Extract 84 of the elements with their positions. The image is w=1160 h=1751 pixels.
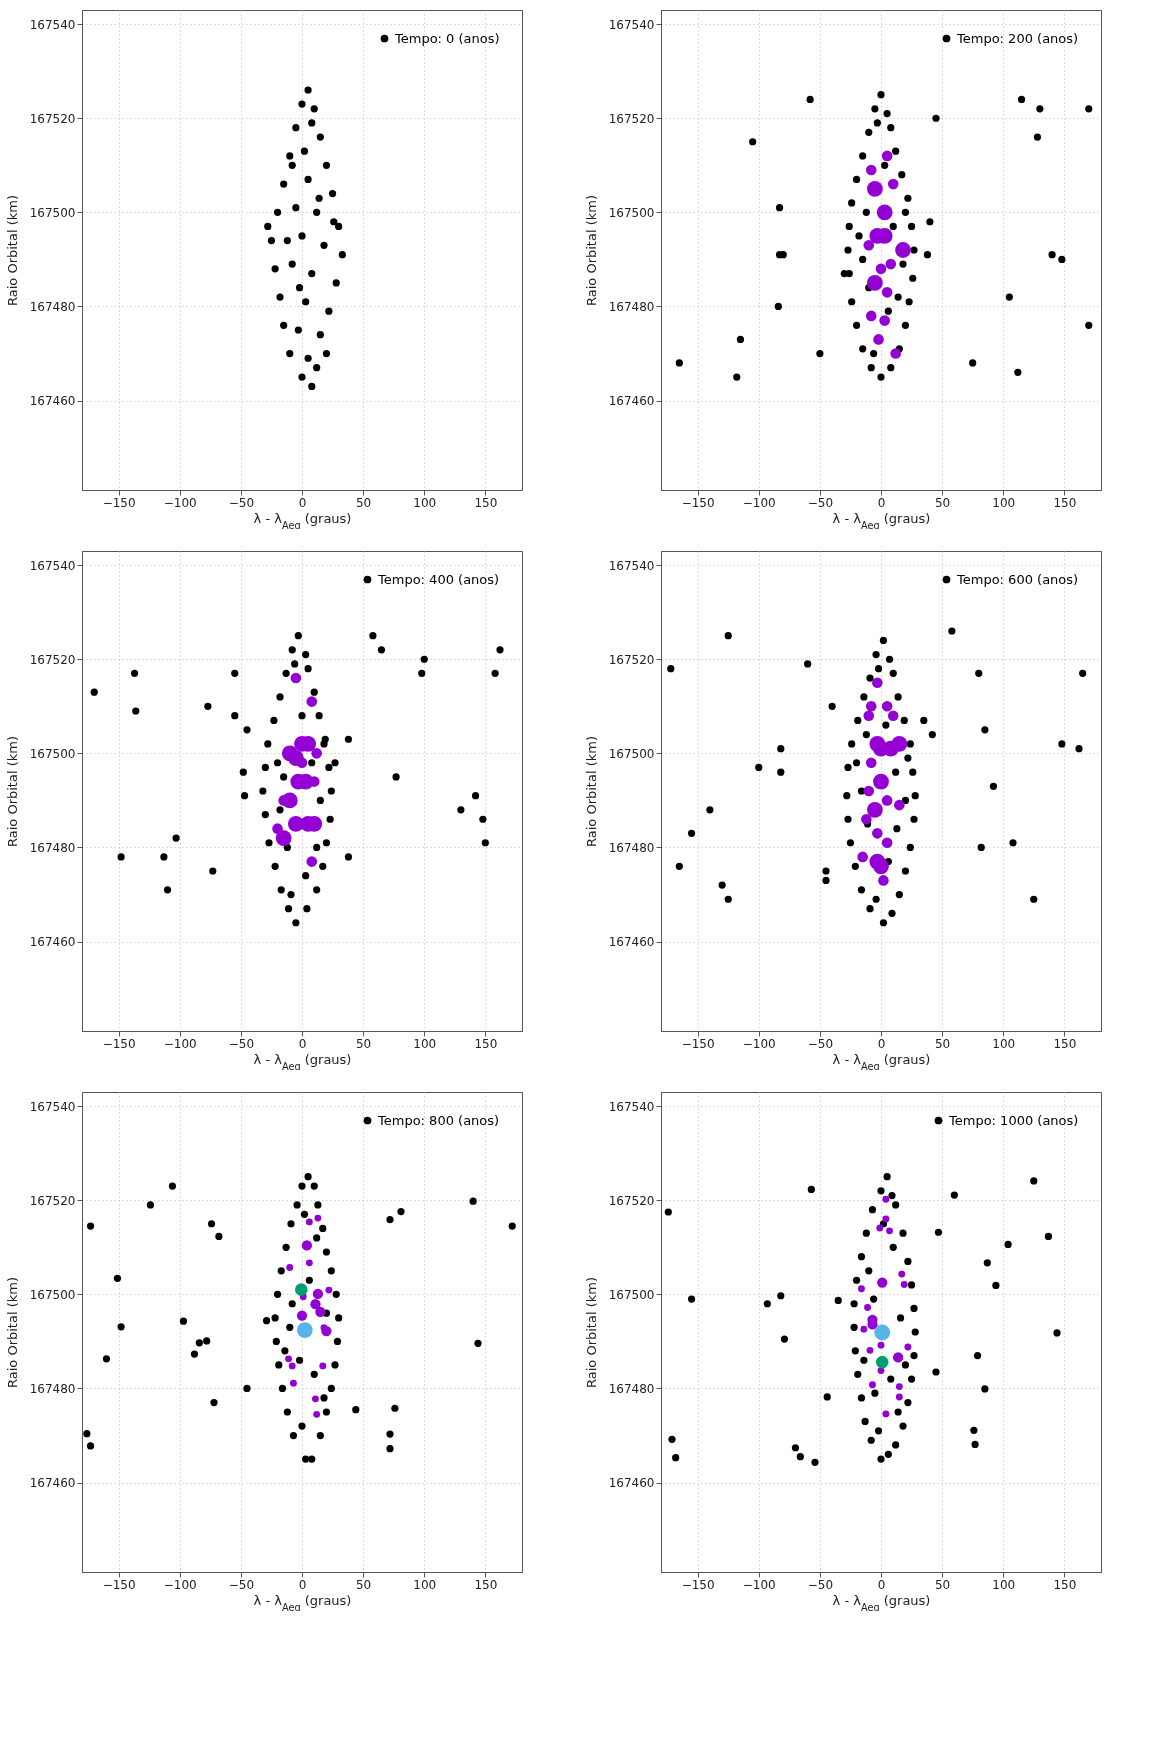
x-tick-label: 0: [298, 1577, 307, 1592]
y-tick-label: 167460: [29, 1476, 76, 1491]
y-tick-label: 167520: [29, 1193, 76, 1208]
x-tick-label: 150: [1053, 495, 1077, 510]
x-tick-label: −150: [102, 495, 136, 510]
y-tick-label: 167540: [29, 17, 76, 32]
y-tick-label: 167460: [29, 935, 76, 950]
x-tick-label: −100: [163, 1577, 197, 1592]
x-tick-label: −100: [742, 495, 776, 510]
x-tick-label: −50: [228, 1577, 255, 1592]
y-tick-label: 167540: [29, 1099, 76, 1114]
x-tick-label: 150: [474, 1577, 498, 1592]
x-tick-label: −50: [807, 1036, 834, 1051]
y-tick-label: 167460: [608, 394, 655, 409]
y-tick-label: 167500: [29, 1287, 76, 1302]
y-tick-label: 167520: [608, 111, 655, 126]
legend-label: Tempo: 400 (anos): [377, 571, 500, 587]
x-tick-label: 50: [934, 495, 951, 510]
y-tick-label: 167540: [608, 17, 655, 32]
y-axis-title: Raio Orbital (km): [4, 195, 20, 306]
y-axis-title: Raio Orbital (km): [4, 1277, 20, 1388]
x-tick-label: −50: [228, 1036, 255, 1051]
y-axis-title: Raio Orbital (km): [4, 736, 20, 847]
x-tick-label: 50: [355, 1036, 372, 1051]
y-tick-label: 167460: [608, 935, 655, 950]
x-tick-label: −50: [807, 1577, 834, 1592]
x-tick-label: 100: [413, 495, 437, 510]
x-tick-label: −150: [102, 1036, 136, 1051]
y-tick-label: 167500: [29, 205, 76, 220]
x-tick-label: 150: [474, 1036, 498, 1051]
legend-label: Tempo: 800 (anos): [377, 1112, 500, 1128]
x-tick-label: 150: [1053, 1036, 1077, 1051]
y-axis-title: Raio Orbital (km): [583, 1277, 599, 1388]
x-tick-label: 50: [934, 1577, 951, 1592]
y-tick-label: 167480: [29, 1381, 76, 1396]
x-tick-label: 50: [355, 495, 372, 510]
legend-label: Tempo: 1000 (anos): [948, 1112, 1079, 1128]
y-tick-label: 167520: [29, 111, 76, 126]
x-tick-label: 50: [355, 1577, 372, 1592]
x-tick-label: −150: [102, 1577, 136, 1592]
x-tick-label: 100: [992, 1036, 1016, 1051]
y-tick-label: 167500: [29, 746, 76, 761]
x-tick-label: 0: [298, 495, 307, 510]
x-tick-label: −150: [681, 1036, 715, 1051]
x-tick-label: −100: [163, 495, 197, 510]
x-tick-label: 0: [877, 1036, 886, 1051]
legend-label: Tempo: 600 (anos): [956, 571, 1079, 587]
y-tick-label: 167520: [608, 652, 655, 667]
y-tick-label: 167480: [608, 1381, 655, 1396]
legend-label: Tempo: 200 (anos): [956, 30, 1079, 46]
x-tick-label: 100: [413, 1577, 437, 1592]
x-tick-label: 0: [298, 1036, 307, 1051]
x-tick-label: 100: [992, 1577, 1016, 1592]
x-tick-label: 0: [877, 495, 886, 510]
legend-label: Tempo: 0 (anos): [394, 30, 500, 46]
y-axis-title: Raio Orbital (km): [583, 195, 599, 306]
y-tick-label: 167480: [608, 299, 655, 314]
y-tick-label: 167540: [608, 558, 655, 573]
y-tick-label: 167480: [608, 840, 655, 855]
y-tick-label: 167500: [608, 746, 655, 761]
x-tick-label: −50: [228, 495, 255, 510]
y-tick-label: 167500: [608, 205, 655, 220]
x-tick-label: −50: [807, 495, 834, 510]
x-tick-label: −100: [163, 1036, 197, 1051]
y-tick-label: 167520: [29, 652, 76, 667]
x-tick-label: −150: [681, 495, 715, 510]
y-tick-label: 167460: [29, 394, 76, 409]
y-tick-label: 167480: [29, 299, 76, 314]
x-tick-label: −100: [742, 1036, 776, 1051]
x-tick-label: −150: [681, 1577, 715, 1592]
x-tick-label: 0: [877, 1577, 886, 1592]
y-tick-label: 167520: [608, 1193, 655, 1208]
x-tick-label: 150: [1053, 1577, 1077, 1592]
y-tick-label: 167500: [608, 1287, 655, 1302]
y-tick-label: 167540: [29, 558, 76, 573]
y-tick-label: 167480: [29, 840, 76, 855]
x-tick-label: 100: [413, 1036, 437, 1051]
y-tick-label: 167460: [608, 1476, 655, 1491]
x-tick-label: 150: [474, 495, 498, 510]
x-tick-label: 100: [992, 495, 1016, 510]
x-tick-label: 50: [934, 1036, 951, 1051]
y-tick-label: 167540: [608, 1099, 655, 1114]
x-tick-label: −100: [742, 1577, 776, 1592]
y-axis-title: Raio Orbital (km): [583, 736, 599, 847]
